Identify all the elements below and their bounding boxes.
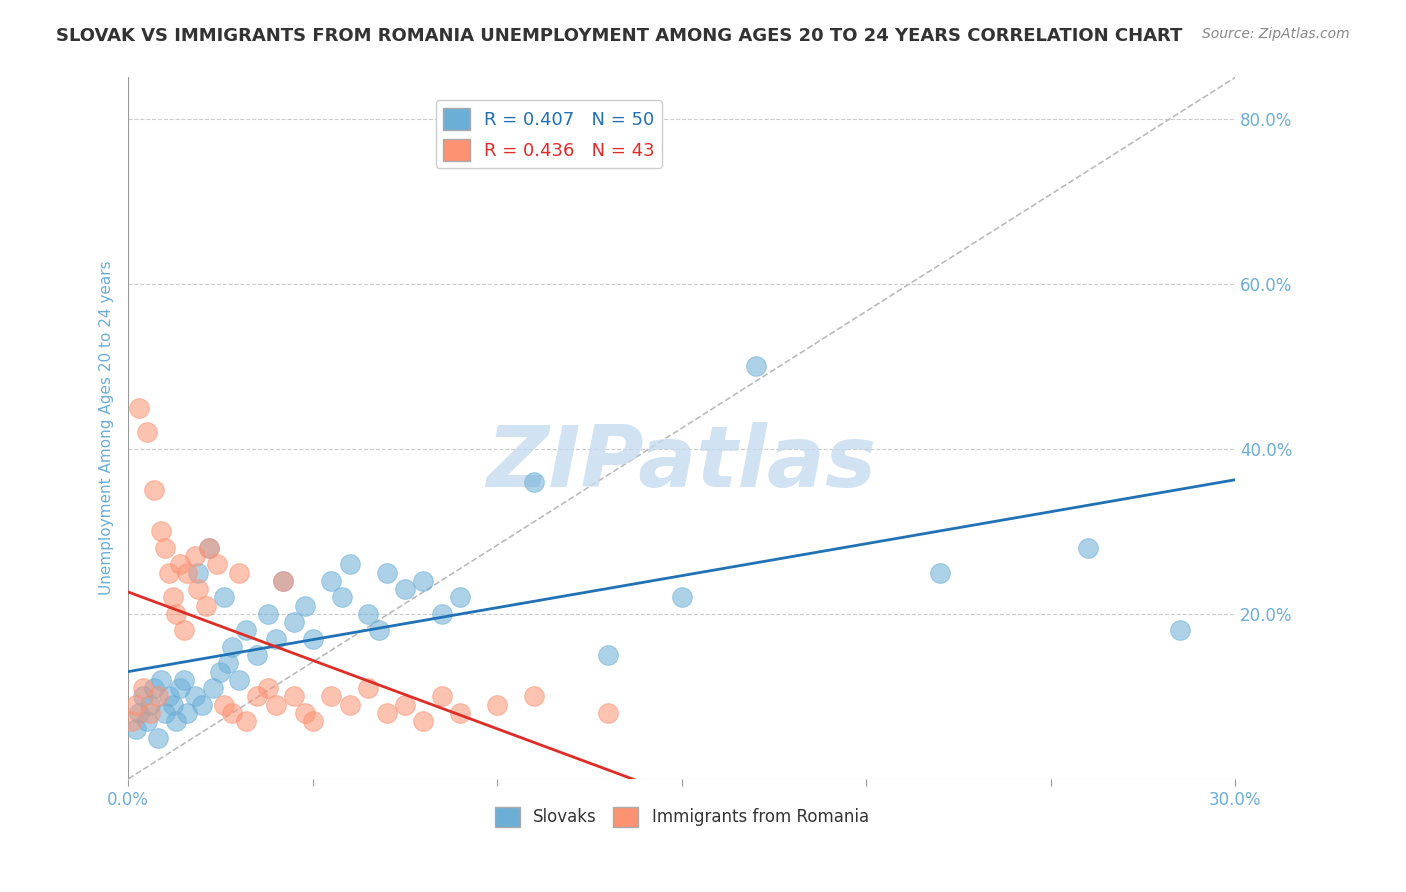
Legend: Slovaks, Immigrants from Romania: Slovaks, Immigrants from Romania [488, 800, 876, 834]
Point [165, 714, 187, 728]
Point [596, 706, 619, 720]
Point [412, 714, 434, 728]
Point [368, 624, 391, 638]
Point [183, 549, 205, 563]
Point [212, 591, 235, 605]
Point [394, 582, 416, 596]
Point [128, 401, 150, 415]
Point [246, 690, 269, 704]
Point [596, 648, 619, 662]
Point [330, 591, 353, 605]
Point [257, 681, 280, 695]
Point [357, 681, 380, 695]
Text: Source: ZipAtlas.com: Source: ZipAtlas.com [1202, 27, 1350, 41]
Point [187, 566, 209, 580]
Y-axis label: Unemployment Among Ages 20 to 24 years: Unemployment Among Ages 20 to 24 years [100, 260, 114, 596]
Point [217, 657, 239, 671]
Point [264, 632, 287, 646]
Point [357, 607, 380, 621]
Point [162, 698, 184, 712]
Point [339, 698, 361, 712]
Point [153, 541, 176, 555]
Point [294, 706, 316, 720]
Point [191, 698, 214, 712]
Point [169, 558, 191, 572]
Point [150, 673, 173, 687]
Text: SLOVAK VS IMMIGRANTS FROM ROMANIA UNEMPLOYMENT AMONG AGES 20 TO 24 YEARS CORRELA: SLOVAK VS IMMIGRANTS FROM ROMANIA UNEMPL… [56, 27, 1182, 45]
Point [169, 681, 191, 695]
Point [173, 624, 195, 638]
Point [135, 714, 157, 728]
Point [257, 607, 280, 621]
Point [198, 541, 221, 555]
Point [146, 690, 169, 704]
Point [486, 698, 509, 712]
Point [212, 698, 235, 712]
Point [139, 698, 162, 712]
Point [143, 483, 166, 497]
Point [173, 673, 195, 687]
Point [157, 566, 180, 580]
Point [124, 698, 146, 712]
Point [198, 541, 221, 555]
Point [744, 359, 766, 374]
Point [143, 681, 166, 695]
Point [235, 714, 257, 728]
Point [235, 624, 257, 638]
Point [221, 706, 243, 720]
Text: ZIPatlas: ZIPatlas [486, 422, 877, 505]
Point [205, 558, 228, 572]
Point [264, 698, 287, 712]
Point [187, 582, 209, 596]
Point [430, 607, 453, 621]
Point [294, 599, 316, 613]
Point [176, 706, 198, 720]
Point [146, 731, 169, 745]
Point [271, 574, 294, 588]
Point [176, 566, 198, 580]
Point [523, 475, 546, 489]
Point [929, 566, 952, 580]
Point [449, 591, 471, 605]
Point [128, 706, 150, 720]
Point [162, 591, 184, 605]
Point [1168, 624, 1191, 638]
Point [153, 706, 176, 720]
Point [321, 574, 343, 588]
Point [132, 690, 155, 704]
Point [150, 524, 173, 539]
Point [449, 706, 471, 720]
Point [283, 690, 305, 704]
Point [202, 681, 225, 695]
Point [246, 648, 269, 662]
Point [132, 681, 155, 695]
Point [139, 706, 162, 720]
Point [412, 574, 434, 588]
Point [394, 698, 416, 712]
Point [375, 706, 398, 720]
Point [228, 673, 250, 687]
Point [121, 714, 143, 728]
Point [671, 591, 693, 605]
Point [194, 599, 217, 613]
Point [301, 632, 323, 646]
Point [228, 566, 250, 580]
Point [339, 558, 361, 572]
Point [157, 690, 180, 704]
Point [1077, 541, 1099, 555]
Point [271, 574, 294, 588]
Point [165, 607, 187, 621]
Point [124, 723, 146, 737]
Point [523, 690, 546, 704]
Point [135, 425, 157, 440]
Point [430, 690, 453, 704]
Point [283, 615, 305, 629]
Point [301, 714, 323, 728]
Point [183, 690, 205, 704]
Point [375, 566, 398, 580]
Point [221, 640, 243, 654]
Point [321, 690, 343, 704]
Point [209, 665, 232, 679]
